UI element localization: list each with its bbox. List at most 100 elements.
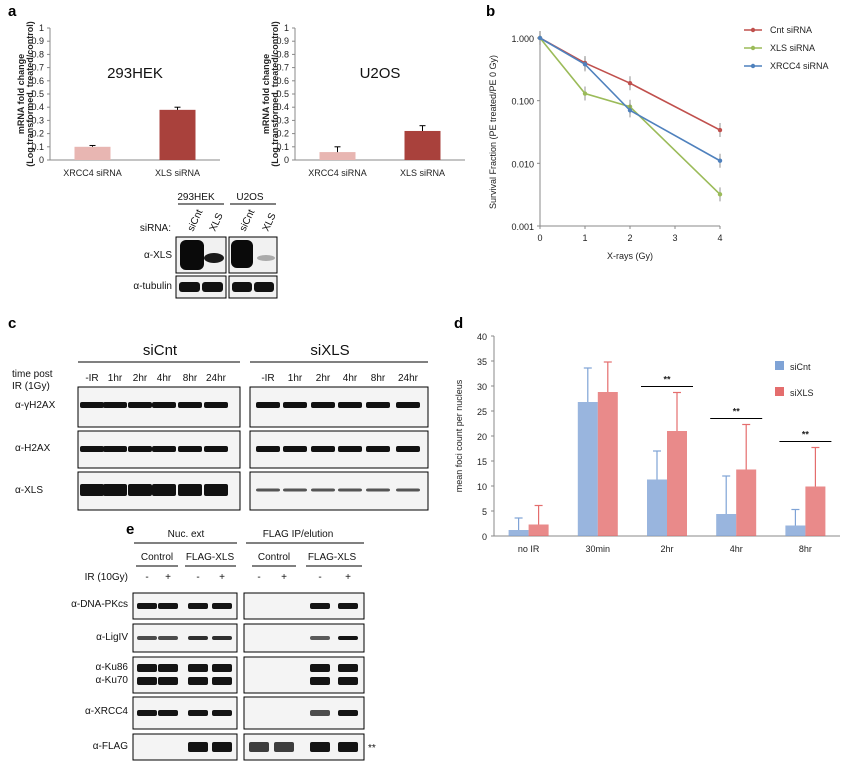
blot-band xyxy=(80,484,104,496)
blot-band xyxy=(231,240,253,268)
cell-line-label: 293HEK xyxy=(177,192,215,203)
subgroup-label: Control xyxy=(141,552,173,563)
panel-label-d: d xyxy=(454,315,463,332)
panel-label-a: a xyxy=(8,3,17,20)
legend-marker xyxy=(750,45,756,51)
cell-line-label: U2OS xyxy=(236,192,264,203)
y-tick-label: 0.001 xyxy=(511,222,534,232)
blot-band xyxy=(180,240,204,270)
blot-band xyxy=(178,402,202,408)
bar xyxy=(805,486,826,536)
blot-band xyxy=(80,402,104,408)
x-tick-label: no IR xyxy=(518,544,540,554)
ir-sign: + xyxy=(281,572,287,583)
blot-band xyxy=(283,402,307,408)
blot-row-label: α-H2AX xyxy=(15,443,51,454)
ir-sign: + xyxy=(219,572,225,583)
blot-band xyxy=(212,710,232,716)
blot-band xyxy=(204,402,228,408)
y-tick-label: 1.000 xyxy=(511,34,534,44)
blot-band xyxy=(366,446,390,452)
lane-label: 8hr xyxy=(371,373,386,384)
blot-band xyxy=(103,446,127,452)
panel-label-e: e xyxy=(126,521,134,538)
x-axis-label: X-rays (Gy) xyxy=(607,251,653,261)
blot-band xyxy=(103,484,127,496)
legend-marker xyxy=(750,27,756,33)
blot-band xyxy=(158,677,178,685)
lane-label: siCnt xyxy=(238,208,258,233)
blot-band xyxy=(128,446,152,452)
y-tick-label: 0.3 xyxy=(31,115,44,125)
y-tick-label: 0.4 xyxy=(31,102,44,112)
y-axis-label: (Log transformed, treated/control) xyxy=(270,21,280,167)
blot-band xyxy=(137,636,157,640)
y-tick-label: 0.8 xyxy=(276,49,289,59)
blot-band xyxy=(188,664,208,672)
blot-band xyxy=(158,664,178,672)
bar xyxy=(159,109,196,160)
x-tick-label: 30min xyxy=(586,544,611,554)
y-tick-label: 0.6 xyxy=(276,76,289,86)
legend-label: siXLS xyxy=(790,388,814,398)
blot-band xyxy=(283,488,307,492)
y-tick-label: 0.2 xyxy=(31,129,44,139)
series-line xyxy=(539,37,721,162)
data-point xyxy=(717,192,723,197)
blot-band xyxy=(178,446,202,452)
data-point xyxy=(537,35,543,41)
blot-band xyxy=(338,402,362,408)
legend-swatch xyxy=(775,361,784,370)
group-label: siXLS xyxy=(310,342,349,359)
legend-label: Cnt siRNA xyxy=(770,25,812,35)
x-tick-label: 3 xyxy=(672,233,677,243)
blot-band xyxy=(204,484,228,496)
bar xyxy=(508,530,529,536)
blot-row-label: α-XLS xyxy=(144,250,172,261)
blot-band xyxy=(338,677,358,685)
y-tick-label: 1 xyxy=(39,23,44,33)
blot-band xyxy=(274,742,294,752)
panel-a-blot: 293HEK U2OS siRNA: siCnt XLS siCnt XLS α… xyxy=(133,192,279,299)
blot-row-label: α-DNA-PKcs xyxy=(71,599,128,610)
bar xyxy=(74,146,111,160)
lane-label: 4hr xyxy=(343,373,358,384)
blot-band xyxy=(188,710,208,716)
blot-band xyxy=(212,636,232,640)
blot-band xyxy=(212,603,232,609)
blot-band xyxy=(257,255,275,261)
group-label: siCnt xyxy=(143,342,178,359)
blot-band xyxy=(396,488,420,492)
y-tick-label: 5 xyxy=(482,507,487,517)
blot-band xyxy=(179,282,200,292)
blot-band xyxy=(338,636,358,640)
blot-band xyxy=(188,677,208,685)
data-point xyxy=(627,80,633,86)
x-tick-label: XRCC4 siRNA xyxy=(63,168,122,178)
lane-label: XLS xyxy=(261,211,279,233)
x-tick-label: 0 xyxy=(537,233,542,243)
x-tick-label: 4 xyxy=(717,233,722,243)
blot-band xyxy=(310,636,330,640)
y-axis-label: (Log transformed, treated/control) xyxy=(25,21,35,167)
blot-band xyxy=(103,402,127,408)
y-tick-label: 0.5 xyxy=(31,89,44,99)
data-point xyxy=(627,108,633,113)
bar xyxy=(736,469,757,536)
blot-band xyxy=(212,742,232,752)
x-tick-label: XRCC4 siRNA xyxy=(308,168,367,178)
blot-band xyxy=(204,446,228,452)
blot-band xyxy=(310,742,330,752)
y-tick-label: 0.9 xyxy=(276,36,289,46)
group-label: FLAG IP/elution xyxy=(263,529,334,540)
ir-sign: - xyxy=(318,572,321,583)
blot-band xyxy=(310,677,330,685)
significance-mark: ** xyxy=(663,375,671,385)
chart-title: U2OS xyxy=(360,65,401,82)
blot-band xyxy=(283,446,307,452)
blot-band xyxy=(152,402,176,408)
y-axis-label: mRNA fold change xyxy=(261,54,271,134)
y-tick-label: 20 xyxy=(477,432,487,442)
blot-band xyxy=(137,664,157,672)
blot-band xyxy=(338,488,362,492)
